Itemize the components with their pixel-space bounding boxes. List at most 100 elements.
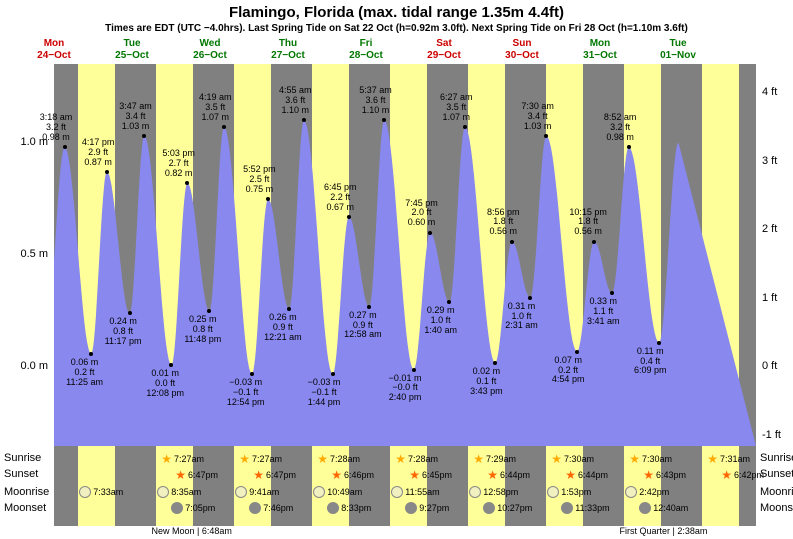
footer-row-label: Sunset bbox=[760, 468, 793, 480]
chart-subtitle: Times are EDT (UTC −4.0hrs). Last Spring… bbox=[0, 23, 793, 34]
tide-point bbox=[347, 215, 351, 219]
moonset-cell: 12:40am bbox=[639, 502, 688, 514]
moonrise-cell: 8:35am bbox=[157, 486, 201, 498]
tide-label: 6:27 am3.5 ft1.07 m bbox=[440, 93, 473, 123]
sunset-cell: ★6:47pm bbox=[253, 468, 296, 482]
tide-label: 0.31 m1.0 ft2:31 am bbox=[505, 302, 538, 332]
moon-icon bbox=[171, 502, 183, 514]
tide-point bbox=[250, 372, 254, 376]
moonrise-cell: 11:55am bbox=[391, 486, 439, 498]
tide-label: 0.33 m1.1 ft3:41 am bbox=[587, 297, 620, 327]
y-tick-right: 0 ft bbox=[762, 360, 793, 372]
sunrise-cell: ★7:31am bbox=[707, 452, 750, 466]
tide-point bbox=[222, 125, 226, 129]
tide-point bbox=[493, 361, 497, 365]
tide-label: 8:56 pm1.8 ft0.56 m bbox=[487, 208, 520, 238]
sunrise-cell: ★7:27am bbox=[239, 452, 282, 466]
day-header: Wed26−Oct bbox=[171, 38, 249, 62]
tide-label: 6:45 pm2.2 ft0.67 m bbox=[324, 183, 357, 213]
tide-point bbox=[463, 125, 467, 129]
moon-icon bbox=[469, 486, 481, 498]
tide-label: 7:45 pm2.0 ft0.60 m bbox=[405, 199, 438, 229]
tide-label: 10:15 pm1.8 ft0.56 m bbox=[569, 208, 607, 238]
sunrise-cell: ★7:28am bbox=[395, 452, 438, 466]
tide-label: 0.01 m0.0 ft12:08 pm bbox=[146, 369, 184, 399]
star-icon: ★ bbox=[161, 452, 172, 466]
tide-label: 0.02 m0.1 ft3:43 pm bbox=[470, 367, 503, 397]
day-header: Fri28−Oct bbox=[327, 38, 405, 62]
tide-label: −0.03 m−0.1 ft1:44 pm bbox=[308, 378, 341, 408]
footer-row-label: Sunset bbox=[4, 468, 38, 480]
tide-label: 0.27 m0.9 ft12:58 am bbox=[344, 311, 382, 341]
sunset-cell: ★6:47pm bbox=[175, 468, 218, 482]
tide-label: 0.11 m0.4 ft6:09 pm bbox=[634, 347, 667, 377]
y-tick-left: 0.0 m bbox=[0, 360, 48, 372]
tide-label: 7:30 am3.4 ft1.03 m bbox=[521, 102, 554, 132]
moon-phase-label: New Moon | 6:48am bbox=[152, 526, 232, 536]
moonset-cell: 8:33pm bbox=[327, 502, 371, 514]
y-tick-right: 2 ft bbox=[762, 223, 793, 235]
tide-label: 0.07 m0.2 ft4:54 pm bbox=[552, 356, 585, 386]
star-icon: ★ bbox=[721, 468, 732, 482]
moon-icon bbox=[79, 486, 91, 498]
star-icon: ★ bbox=[239, 452, 250, 466]
tide-label: 8:52 am3.2 ft0.98 m bbox=[604, 113, 637, 143]
moon-icon bbox=[639, 502, 651, 514]
moon-icon bbox=[391, 486, 403, 498]
y-tick-right: 4 ft bbox=[762, 86, 793, 98]
moonrise-cell: 9:41am bbox=[235, 486, 279, 498]
tide-point bbox=[528, 296, 532, 300]
moon-icon bbox=[313, 486, 325, 498]
footer-area: 7:33am★7:27am★6:47pm8:35am7:05pm★7:27am★… bbox=[54, 446, 756, 526]
moon-icon bbox=[327, 502, 339, 514]
tide-label: −0.01 m−0.0 ft2:40 pm bbox=[389, 374, 422, 404]
sunrise-cell: ★7:29am bbox=[473, 452, 516, 466]
moonset-cell: 7:46pm bbox=[249, 502, 293, 514]
star-icon: ★ bbox=[253, 468, 264, 482]
tide-point bbox=[627, 145, 631, 149]
moonset-cell: 9:27pm bbox=[405, 502, 449, 514]
tide-label: 0.06 m0.2 ft11:25 am bbox=[66, 358, 103, 388]
moon-icon bbox=[625, 486, 637, 498]
tide-point bbox=[63, 145, 67, 149]
y-tick-right: -1 ft bbox=[762, 429, 793, 441]
star-icon: ★ bbox=[551, 452, 562, 466]
tide-point bbox=[105, 170, 109, 174]
sunset-cell: ★6:46pm bbox=[331, 468, 374, 482]
tide-label: 4:19 am3.5 ft1.07 m bbox=[199, 93, 232, 123]
tide-label: 0.24 m0.8 ft11:17 pm bbox=[105, 317, 142, 347]
star-icon: ★ bbox=[565, 468, 576, 482]
day-header: Mon24−Oct bbox=[15, 38, 93, 62]
sunset-cell: ★6:44pm bbox=[487, 468, 530, 482]
moonrise-cell: 7:33am bbox=[79, 486, 123, 498]
star-icon: ★ bbox=[487, 468, 498, 482]
sunrise-cell: ★7:28am bbox=[317, 452, 360, 466]
tide-label: 5:52 pm2.5 ft0.75 m bbox=[243, 165, 276, 195]
moon-icon bbox=[561, 502, 573, 514]
sunset-cell: ★6:45pm bbox=[409, 468, 452, 482]
day-header: Sun30−Oct bbox=[483, 38, 561, 62]
tide-label: 4:55 am3.6 ft1.10 m bbox=[279, 86, 312, 116]
tide-point bbox=[657, 341, 661, 345]
sunrise-cell: ★7:30am bbox=[629, 452, 672, 466]
moon-icon bbox=[405, 502, 417, 514]
star-icon: ★ bbox=[317, 452, 328, 466]
y-tick-right: 3 ft bbox=[762, 155, 793, 167]
footer-row-label: Moonset bbox=[4, 502, 46, 514]
star-icon: ★ bbox=[707, 452, 718, 466]
footer-row-label: Moonset bbox=[760, 502, 793, 514]
footer-row-label: Moonrise bbox=[4, 486, 49, 498]
tide-point bbox=[367, 305, 371, 309]
tide-point bbox=[266, 197, 270, 201]
star-icon: ★ bbox=[409, 468, 420, 482]
day-header: Tue01−Nov bbox=[639, 38, 717, 62]
tide-point bbox=[575, 350, 579, 354]
tide-label: 4:17 pm2.9 ft0.87 m bbox=[82, 138, 115, 168]
moon-icon bbox=[157, 486, 169, 498]
sunset-cell: ★6:42pm bbox=[721, 468, 764, 482]
tide-label: 0.29 m1.0 ft1:40 am bbox=[424, 306, 457, 336]
star-icon: ★ bbox=[643, 468, 654, 482]
y-tick-left: 0.5 m bbox=[0, 248, 48, 260]
chart-title: Flamingo, Florida (max. tidal range 1.35… bbox=[0, 4, 793, 21]
moonset-cell: 10:27pm bbox=[483, 502, 532, 514]
